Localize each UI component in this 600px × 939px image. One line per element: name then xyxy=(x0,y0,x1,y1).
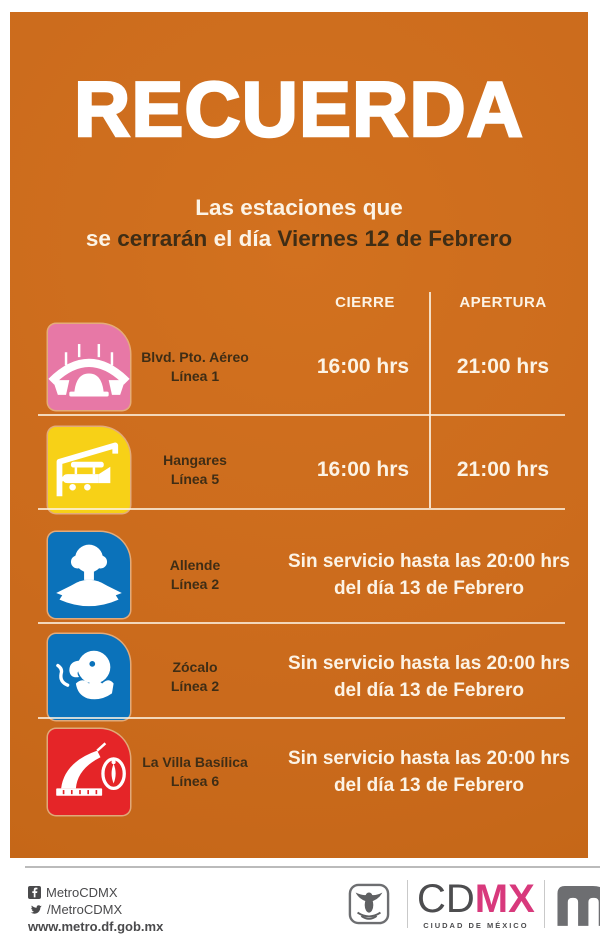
footer-logos-block: CDMX CIUDAD DE MÉXICO ® xyxy=(348,876,600,932)
subtitle-bold2: Viernes 12 de Febrero xyxy=(277,226,513,251)
station-label: Hangares Línea 5 xyxy=(163,452,227,487)
service-message: Sin servicio hasta las 20:00 hrs del día… xyxy=(288,653,570,701)
table-row: Blvd. Pto. Aéreo Línea 1 16:00 hrs 21:00… xyxy=(10,320,588,414)
subtitle-light1: se xyxy=(85,226,111,251)
station-label: Zócalo Línea 2 xyxy=(170,659,220,694)
website-url: www.metro.df.gob.mx xyxy=(28,919,164,934)
eagle-icon xyxy=(48,634,130,720)
twitter-handle: /MetroCDMX xyxy=(47,902,123,917)
table-row: Hangares Línea 5 16:00 hrs 21:00 hrs xyxy=(10,423,588,517)
row-divider xyxy=(38,717,565,719)
column-divider xyxy=(429,292,431,508)
service-message: Sin servicio hasta las 20:00 hrs del día… xyxy=(288,551,570,599)
footer-divider xyxy=(543,880,545,928)
service-message: Sin servicio hasta las 20:00 hrs del día… xyxy=(288,748,570,796)
table-row: Allende Línea 2 Sin servicio hasta las 2… xyxy=(10,528,588,622)
biplane-icon xyxy=(48,427,130,513)
cdmx-mx-text: MX xyxy=(474,876,535,921)
metro-logo-icon: ® xyxy=(556,880,600,928)
cierre-time: 16:00 hrs xyxy=(316,458,410,481)
subtitle-light2: el día xyxy=(213,226,272,251)
station-label: Blvd. Pto. Aéreo Línea 1 xyxy=(141,349,249,384)
poster-bottom-edge xyxy=(25,866,600,868)
cierre-time: 16:00 hrs xyxy=(316,355,410,378)
twitter-icon xyxy=(28,904,42,916)
column-header-apertura: APERTURA xyxy=(459,294,547,311)
row-divider xyxy=(38,414,565,416)
bust-icon xyxy=(48,532,130,618)
facebook-handle: MetroCDMX xyxy=(46,885,118,900)
cdmx-caption: CIUDAD DE MÉXICO xyxy=(423,920,529,930)
table-row: Zócalo Línea 2 Sin servicio hasta las 20… xyxy=(10,630,588,724)
poster-title: RECUERDA xyxy=(73,65,525,153)
cdmx-logo: CDMX CIUDAD DE MÉXICO xyxy=(417,879,535,930)
station-label: Allende Línea 2 xyxy=(169,557,221,592)
facebook-icon xyxy=(28,886,41,899)
table-row: La Villa Basílica Línea 6 Sin servicio h… xyxy=(10,725,588,819)
basilica-icon xyxy=(48,729,130,815)
facebook-line: MetroCDMX xyxy=(28,884,163,901)
cdmx-eagle-emblem-icon xyxy=(348,883,390,925)
subtitle-bold1: cerrarán xyxy=(117,226,208,251)
apertura-time: 21:00 hrs xyxy=(456,458,550,481)
subtitle-line1: Las estaciones que xyxy=(195,195,403,220)
footer-divider xyxy=(407,880,408,928)
bridge-icon xyxy=(48,324,130,410)
poster-background: RECUERDA Las estaciones que se cerrarán … xyxy=(10,12,588,858)
station-label: La Villa Basílica Línea 6 xyxy=(142,754,248,789)
footer-social-block: MetroCDMX /MetroCDMX www.metro.df.gob.mx xyxy=(28,884,163,935)
cdmx-cd-text: CD xyxy=(417,876,475,921)
poster-subtitle: Las estaciones que se cerrarán el día Vi… xyxy=(10,192,588,254)
row-divider xyxy=(38,508,565,510)
apertura-time: 21:00 hrs xyxy=(456,355,550,378)
row-divider xyxy=(38,622,565,624)
column-header-cierre: CIERRE xyxy=(335,294,395,311)
twitter-line: /MetroCDMX xyxy=(28,901,163,918)
